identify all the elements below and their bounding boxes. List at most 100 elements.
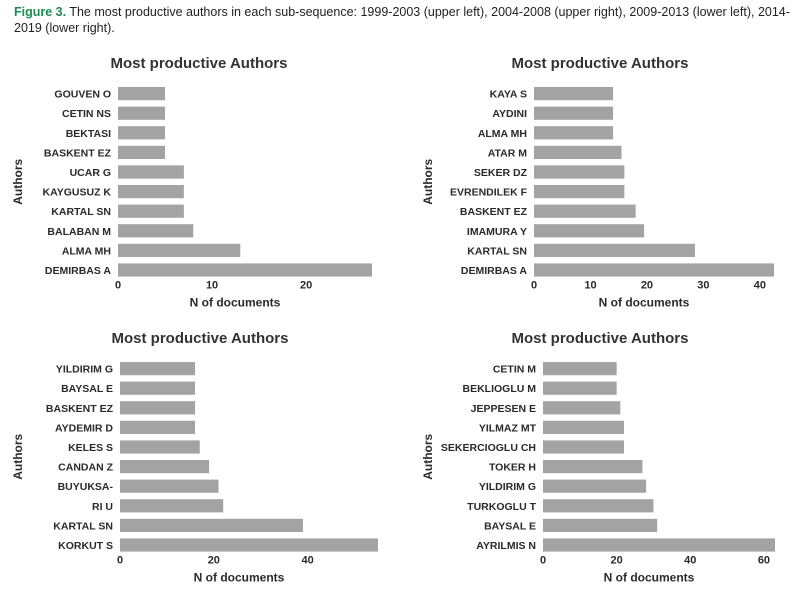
- category-label: YILDIRIM G: [56, 364, 113, 376]
- category-label: AYDEMIR D: [55, 422, 113, 434]
- category-label: DEMIRBAS A: [461, 265, 528, 277]
- y-axis-label: Authors: [421, 433, 435, 479]
- y-axis-label: Authors: [11, 433, 25, 479]
- category-label: DEMIRBAS A: [45, 265, 112, 277]
- category-label: KARTAL SN: [467, 245, 527, 257]
- category-label: BASKENT EZ: [460, 206, 528, 218]
- x-tick-label: 0: [117, 555, 123, 567]
- category-label: BEKTASI: [66, 128, 111, 140]
- bar-6: [118, 204, 184, 218]
- bar-9: [543, 538, 775, 552]
- bar-9: [120, 538, 378, 552]
- x-tick-label: 0: [540, 555, 546, 567]
- category-label: RI U: [92, 501, 113, 513]
- category-label: KELES S: [68, 442, 113, 454]
- bar-1: [118, 106, 166, 120]
- bar-2: [543, 401, 621, 415]
- category-label: ALMA MH: [478, 128, 527, 140]
- bar-3: [543, 420, 625, 434]
- bar-5: [118, 185, 184, 199]
- x-tick-label: 30: [697, 280, 709, 292]
- category-label: BASKENT EZ: [44, 147, 112, 159]
- x-tick-label: 10: [206, 280, 218, 292]
- bar-4: [120, 440, 200, 454]
- bar-8: [534, 243, 695, 257]
- x-tick-label: 0: [115, 280, 121, 292]
- chart-title: Most productive Authors: [512, 330, 689, 347]
- category-label: BALABAN M: [47, 226, 111, 238]
- chart-panel-upper-left: Most productive Authors Authors GOUVEN O CE…: [11, 55, 372, 310]
- bar-1: [120, 381, 196, 395]
- category-label: EVRENDILEK F: [450, 187, 528, 199]
- bar-2: [534, 126, 614, 140]
- category-label: TOKER H: [489, 462, 536, 474]
- category-label: ALMA MH: [62, 245, 111, 257]
- bar-5: [534, 185, 625, 199]
- x-axis-label: N of documents: [194, 571, 285, 585]
- category-label: BASKENT EZ: [46, 403, 114, 415]
- x-axis-label: N of documents: [599, 296, 690, 310]
- category-label: AYRILMIS N: [476, 540, 536, 552]
- category-label: KAYA S: [490, 89, 527, 101]
- category-label: IMAMURA Y: [467, 226, 527, 238]
- figure-caption: Figure 3. The most productive authors in…: [14, 4, 790, 36]
- category-label: BEKLIOGLU M: [463, 383, 537, 395]
- bar-9: [118, 263, 372, 277]
- category-label: CANDAN Z: [58, 462, 113, 474]
- category-label: KARTAL SN: [51, 206, 111, 218]
- figure-label: Figure 3.: [14, 5, 67, 19]
- bar-0: [543, 362, 617, 376]
- bar-8: [118, 243, 241, 257]
- x-tick-label: 40: [684, 555, 696, 567]
- chart-panel-upper-right: Most productive Authors Authors KAYA S AYDI…: [421, 55, 774, 310]
- bar-6: [534, 204, 636, 218]
- category-label: KARTAL SN: [53, 520, 113, 532]
- x-tick-label: 0: [531, 280, 537, 292]
- category-label: CETIN NS: [62, 108, 111, 120]
- bar-2: [120, 401, 196, 415]
- bar-0: [534, 87, 614, 101]
- figure-caption-text: The most productive authors in each sub-…: [14, 5, 790, 35]
- x-tick-label: 40: [302, 555, 314, 567]
- bar-3: [534, 145, 622, 159]
- bar-5: [543, 460, 643, 474]
- bar-4: [534, 165, 625, 179]
- x-tick-label: 60: [758, 555, 770, 567]
- bar-6: [543, 479, 647, 493]
- category-label: BAYSAL E: [484, 520, 536, 532]
- bar-1: [543, 381, 617, 395]
- bar-0: [120, 362, 196, 376]
- chart-title: Most productive Authors: [112, 330, 289, 347]
- category-label: TURKOGLU T: [467, 501, 536, 513]
- bar-4: [543, 440, 625, 454]
- bar-4: [118, 165, 184, 179]
- bar-8: [120, 518, 303, 532]
- chart-panel-lower-left: Most productive Authors Authors YILDIRIM G…: [11, 330, 378, 585]
- bar-0: [118, 87, 166, 101]
- category-label: SEKERCIOGLU CH: [441, 442, 536, 454]
- x-tick-label: 20: [300, 280, 312, 292]
- x-tick-label: 20: [208, 555, 220, 567]
- category-label: UCAR G: [70, 167, 111, 179]
- category-label: CETIN M: [493, 364, 536, 376]
- bar-3: [120, 420, 196, 434]
- category-label: BAYSAL E: [61, 383, 113, 395]
- category-label: GOUVEN O: [54, 89, 111, 101]
- bar-3: [118, 145, 166, 159]
- y-axis-label: Authors: [421, 158, 435, 204]
- x-tick-label: 40: [754, 280, 766, 292]
- category-label: SEKER DZ: [474, 167, 528, 179]
- category-label: YILDIRIM G: [479, 481, 536, 493]
- x-axis-label: N of documents: [604, 571, 695, 585]
- bar-8: [543, 518, 658, 532]
- bar-2: [118, 126, 166, 140]
- x-tick-label: 20: [641, 280, 653, 292]
- bar-6: [120, 479, 219, 493]
- category-label: YILMAZ MT: [479, 422, 537, 434]
- bar-7: [120, 499, 224, 513]
- category-label: KAYGUSUZ K: [43, 187, 112, 199]
- bar-7: [534, 224, 645, 238]
- bar-1: [534, 106, 614, 120]
- category-label: BUYUKSA-: [58, 481, 114, 493]
- chart-panel-lower-right: Most productive Authors Authors CETIN M BEK…: [421, 330, 775, 585]
